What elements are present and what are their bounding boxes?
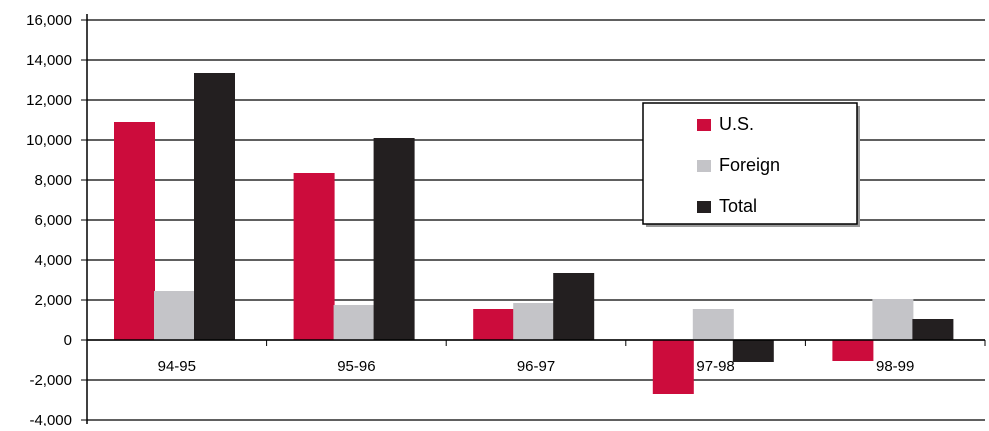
bar-us-98-99 — [832, 340, 874, 361]
bar-us-97-98 — [652, 340, 694, 394]
legend: U.S. Foreign Total — [642, 102, 860, 227]
legend-label: Total — [719, 196, 757, 216]
x-tick-label: 96-97 — [517, 358, 555, 375]
y-tick-label: 2,000 — [34, 292, 72, 309]
x-tick-labels: 94-95 95-96 96-97 97-98 98-99 — [158, 358, 915, 375]
x-tick-label: 94-95 — [158, 358, 196, 375]
y-tick-label: 8,000 — [34, 172, 72, 189]
y-tick-label: 6,000 — [34, 212, 72, 229]
x-tick-label: 97-98 — [696, 358, 734, 375]
bar-total-94-95 — [194, 73, 235, 340]
bar-us-95-96 — [293, 173, 335, 340]
y-tick-label: 16,000 — [26, 12, 72, 29]
legend-label: Foreign — [719, 155, 780, 175]
bar-foreign-97-98 — [692, 309, 734, 340]
y-tick-label: 14,000 — [26, 52, 72, 69]
y-tick-label: -2,000 — [29, 372, 72, 389]
bar-us-94-95 — [114, 122, 155, 340]
y-tick-label: 12,000 — [26, 92, 72, 109]
y-tick-label: -4,000 — [29, 412, 72, 426]
y-tick-label: 10,000 — [26, 132, 72, 149]
legend-swatch — [697, 119, 711, 131]
bar-total-98-99 — [912, 319, 954, 340]
bars — [114, 73, 954, 394]
bar-total-96-97 — [553, 273, 595, 340]
legend-box — [642, 102, 858, 225]
bar-foreign-98-99 — [872, 299, 914, 340]
bar-total-95-96 — [373, 138, 415, 340]
y-tick-labels: 16,000 14,000 12,000 10,000 8,000 6,000 4,000 2… — [26, 12, 72, 429]
bar-foreign-95-96 — [333, 305, 375, 340]
bar-total-97-98 — [732, 340, 774, 362]
x-tick-label: 98-99 — [876, 358, 914, 375]
legend-swatch — [697, 201, 711, 213]
bar-us-96-97 — [473, 309, 515, 340]
bar-foreign-96-97 — [513, 303, 555, 340]
legend-label: U.S. — [719, 114, 754, 134]
x-tick-label: 95-96 — [337, 358, 375, 375]
bar-foreign-94-95 — [154, 291, 195, 340]
axes — [81, 14, 986, 424]
y-tick-label: 4,000 — [34, 252, 72, 269]
y-tick-label: 0 — [64, 332, 72, 349]
legend-swatch — [697, 160, 711, 172]
